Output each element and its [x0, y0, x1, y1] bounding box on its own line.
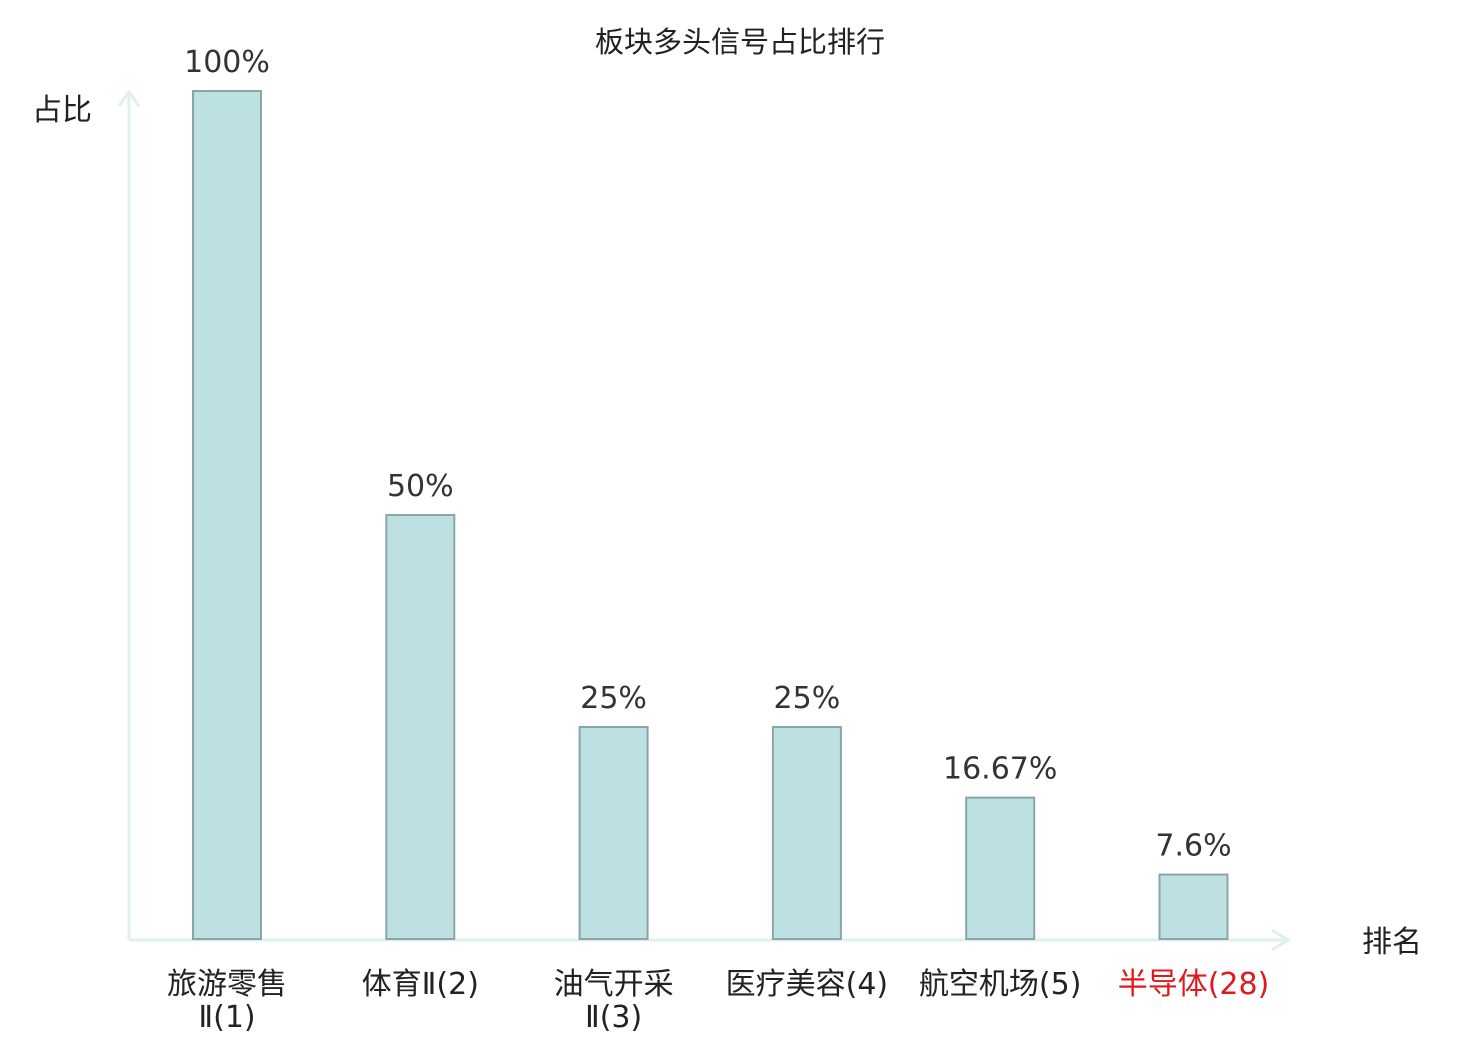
data-label-1: 100%: [184, 45, 270, 80]
x-tick-label-3: 油气开采 Ⅱ(3): [554, 967, 674, 1035]
data-labels: 100% 50% 25% 25% 16.67% 7.6%: [184, 45, 1232, 864]
bars: [192, 90, 1229, 941]
x-tick-labels: 旅游零售 Ⅱ(1) 体育Ⅱ(2) 油气开采 Ⅱ(3) 医疗美容(4) 航空机场(5) 半导体(…: [167, 967, 1269, 1035]
data-label-3: 25%: [580, 681, 647, 716]
x-tick-label-4: 医疗美容(4): [726, 967, 889, 1002]
x-tick-label-6: 半导体(28): [1118, 967, 1270, 1002]
x-axis: [129, 928, 1291, 952]
bar-4: [771, 726, 842, 940]
chart-title: 板块多头信号占比排行: [595, 25, 885, 59]
data-label-6: 7.6%: [1155, 829, 1231, 864]
x-tick-label-5: 航空机场(5): [919, 967, 1082, 1002]
bar-6: [1158, 873, 1229, 940]
y-axis: [117, 89, 141, 940]
data-label-2: 50%: [387, 469, 454, 504]
x-axis-label: 排名: [1362, 925, 1422, 960]
bar-1: [192, 90, 262, 940]
y-axis-label: 占比: [32, 93, 92, 128]
x-tick-label-1: 旅游零售 Ⅱ(1): [167, 967, 287, 1035]
bar-2: [385, 514, 456, 940]
bar-5: [965, 796, 1036, 941]
data-label-5: 16.67%: [943, 752, 1057, 787]
data-label-4: 25%: [774, 681, 841, 716]
bar-3: [578, 726, 649, 940]
x-tick-label-2: 体育Ⅱ(2): [362, 967, 479, 1002]
